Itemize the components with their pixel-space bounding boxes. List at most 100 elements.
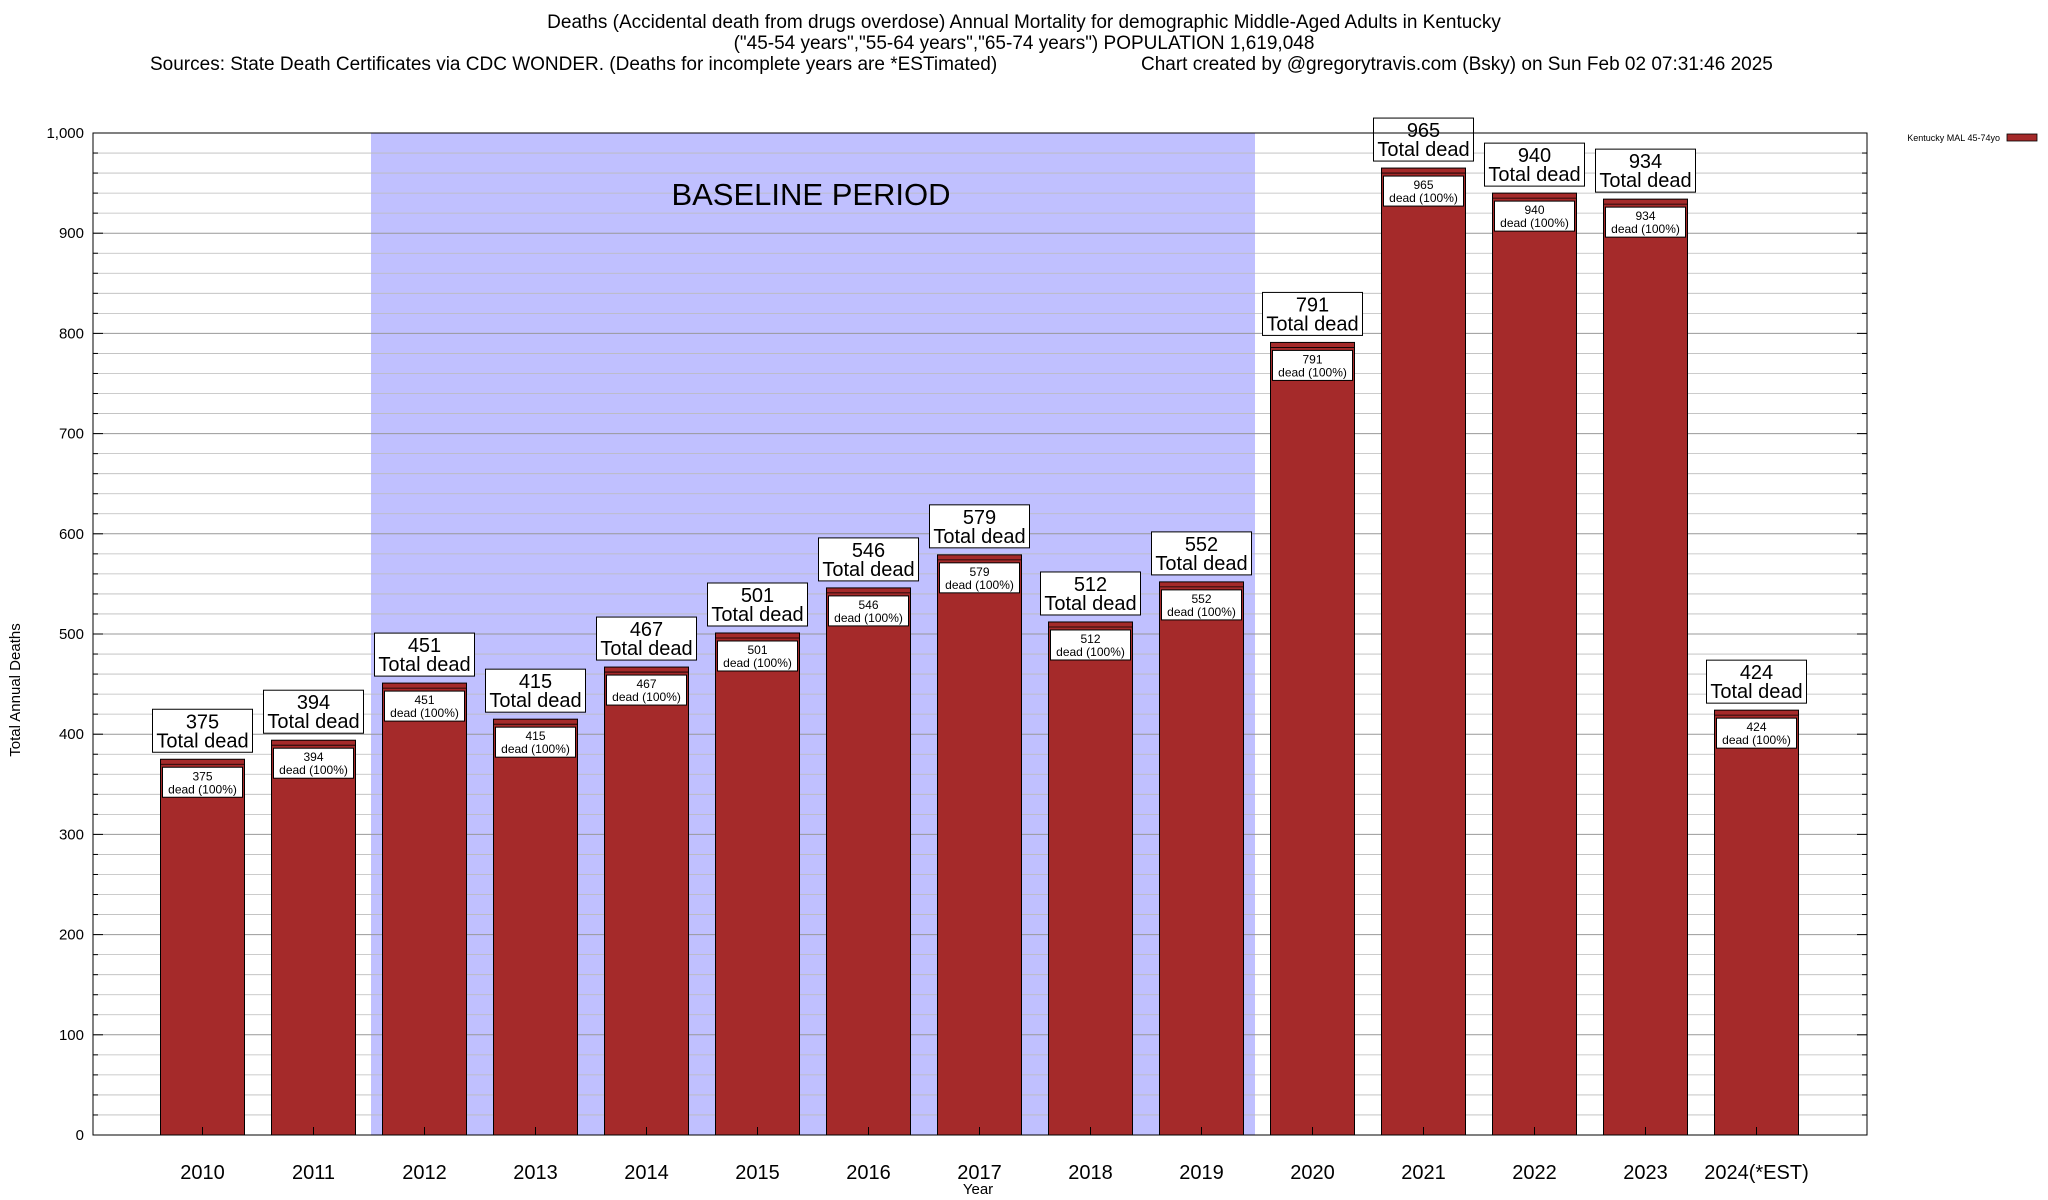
bar: [271, 739, 356, 1136]
total-label-text: Total dead: [600, 638, 692, 660]
chart-title-line-1: Deaths (Accidental death from drugs over…: [547, 12, 1501, 33]
inner-label-percent: dead (100%): [168, 782, 237, 796]
total-label-box: [263, 689, 364, 734]
total-label-text: Total dead: [1266, 313, 1358, 335]
total-label-box: [707, 582, 808, 627]
total-label-value: 375: [186, 711, 219, 733]
bar: [1492, 192, 1577, 1136]
total-label-value: 415: [519, 671, 552, 693]
x-tick-label: 2016: [846, 1162, 891, 1184]
inner-label-percent: dead (100%): [1722, 733, 1791, 747]
inner-label-percent: dead (100%): [1500, 216, 1569, 230]
total-label-box: [374, 632, 475, 677]
inner-label-value: 965: [1413, 178, 1433, 192]
chart-title-line-2: ("45-54 years","55-64 years","65-74 year…: [733, 33, 1315, 54]
total-label-box: [1373, 117, 1474, 162]
x-tick-label: 2015: [735, 1162, 780, 1184]
total-label-value: 424: [1740, 662, 1773, 684]
y-tick-label: 100: [59, 1027, 84, 1044]
inner-label-value: 546: [858, 598, 878, 612]
total-label-text: Total dead: [822, 559, 914, 581]
total-label-text: Total dead: [267, 711, 359, 733]
y-tick-label: 500: [59, 626, 84, 643]
y-tick-label: 1,000: [46, 125, 84, 142]
inner-label-box: [1383, 175, 1464, 207]
y-axis-label: Total Annual Deaths: [7, 623, 24, 756]
chart-title: Deaths (Accidental death from drugs over…: [0, 12, 2048, 54]
inner-label-percent: dead (100%): [834, 611, 903, 625]
inner-label-box: [717, 640, 798, 672]
x-tick-label: 2012: [402, 1162, 447, 1184]
inner-label-percent: dead (100%): [1389, 191, 1458, 205]
x-tick-label: 2014: [624, 1162, 669, 1184]
inner-label-percent: dead (100%): [279, 763, 348, 777]
inner-label-value: 512: [1080, 632, 1100, 646]
total-label-box: [929, 504, 1030, 549]
total-label-box: [596, 616, 697, 661]
inner-label-percent: dead (100%): [1056, 645, 1125, 659]
inner-label-box: [606, 674, 687, 706]
bar: [826, 587, 911, 1136]
total-label-value: 451: [408, 635, 441, 657]
x-tick-label: 2013: [513, 1162, 558, 1184]
bar: [1603, 198, 1688, 1136]
inner-label-box: [1161, 589, 1242, 621]
total-label-text: Total dead: [933, 526, 1025, 548]
inner-label-value: 375: [192, 769, 212, 783]
inner-label-value: 415: [525, 729, 545, 743]
total-label-box: [1706, 659, 1807, 704]
legend-entry-label: Kentucky MAL 45-74yo: [1907, 133, 2000, 143]
total-label-value: 940: [1518, 145, 1551, 167]
inner-label-value: 451: [414, 693, 434, 707]
total-label-box: [152, 708, 253, 753]
total-label-text: Total dead: [1710, 681, 1802, 703]
y-tick-label: 600: [59, 526, 84, 543]
inner-label-value: 552: [1191, 592, 1211, 606]
inner-label-box: [384, 690, 465, 722]
inner-label-percent: dead (100%): [501, 742, 570, 756]
inner-label-value: 424: [1746, 720, 1766, 734]
inner-label-percent: dead (100%): [945, 578, 1014, 592]
inner-label-value: 791: [1302, 352, 1322, 366]
y-tick-label: 900: [59, 225, 84, 242]
total-label-box: [1595, 148, 1696, 193]
inner-label-percent: dead (100%): [723, 656, 792, 670]
y-tick-label: 700: [59, 426, 84, 443]
inner-label-percent: dead (100%): [1278, 365, 1347, 379]
inner-label-box: [1605, 206, 1686, 238]
x-tick-label: 2017: [957, 1162, 1002, 1184]
total-label-box: [1262, 291, 1363, 336]
bar: [604, 666, 689, 1136]
bar: [937, 554, 1022, 1136]
bar: [1048, 621, 1133, 1136]
inner-label-box: [273, 747, 354, 779]
total-label-value: 546: [852, 540, 885, 562]
inner-label-box: [495, 726, 576, 758]
inner-label-box: [162, 766, 243, 798]
sources-text: Sources: State Death Certificates via CD…: [150, 54, 998, 75]
inner-label-box: [1050, 629, 1131, 661]
bar: [382, 682, 467, 1136]
inner-label-value: 501: [747, 643, 767, 657]
total-label-box: [485, 668, 586, 713]
total-label-text: Total dead: [378, 654, 470, 676]
x-tick-label: 2024(*EST): [1704, 1162, 1809, 1184]
y-tick-label: 400: [59, 726, 84, 743]
plot-frame: [92, 132, 1868, 1136]
total-label-value: 934: [1629, 151, 1662, 173]
x-axis-label: Year: [963, 1181, 993, 1198]
inner-label-percent: dead (100%): [1167, 605, 1236, 619]
inner-label-percent: dead (100%): [390, 706, 459, 720]
total-label-box: [1151, 531, 1252, 576]
bar: [1159, 581, 1244, 1136]
inner-label-box: [939, 562, 1020, 594]
total-label-text: Total dead: [1488, 164, 1580, 186]
total-label-value: 467: [630, 619, 663, 641]
total-label-value: 965: [1407, 120, 1440, 142]
total-label-text: Total dead: [711, 604, 803, 626]
inner-label-value: 934: [1635, 209, 1655, 223]
x-tick-label: 2019: [1179, 1162, 1224, 1184]
inner-label-value: 940: [1524, 203, 1544, 217]
total-label-box: [818, 537, 919, 582]
total-label-value: 512: [1074, 574, 1107, 596]
